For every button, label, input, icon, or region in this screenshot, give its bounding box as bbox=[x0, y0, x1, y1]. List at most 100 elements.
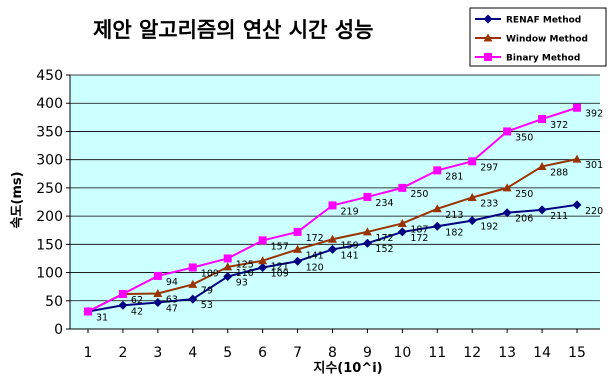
data-point bbox=[188, 279, 198, 288]
data-point bbox=[398, 183, 407, 192]
data-point bbox=[467, 216, 477, 226]
data-label: 79 bbox=[201, 285, 213, 296]
x-tick-label: 3 bbox=[153, 345, 162, 361]
data-point bbox=[502, 208, 512, 218]
x-tick-label: 11 bbox=[428, 345, 446, 361]
data-point bbox=[433, 166, 442, 175]
data-point bbox=[293, 244, 303, 253]
data-point bbox=[328, 234, 337, 243]
data-label: 213 bbox=[445, 210, 463, 221]
x-tick-label: 13 bbox=[498, 345, 516, 361]
data-label: 121 bbox=[271, 262, 289, 273]
data-point bbox=[432, 221, 442, 231]
data-label: 109 bbox=[271, 268, 289, 279]
data-label: 288 bbox=[550, 167, 568, 178]
data-point bbox=[537, 161, 547, 170]
data-point bbox=[573, 103, 581, 112]
y-tick-label: 300 bbox=[36, 153, 63, 169]
data-label: 42 bbox=[131, 306, 143, 317]
legend-label: Binary Method bbox=[506, 54, 580, 64]
legend-item: RENAF Method bbox=[475, 14, 581, 26]
x-tick-label: 6 bbox=[258, 345, 267, 361]
legend-item: Window Method bbox=[475, 33, 588, 45]
x-tick-label: 2 bbox=[118, 345, 127, 361]
data-label: 125 bbox=[236, 259, 254, 270]
y-tick-label: 200 bbox=[36, 209, 63, 225]
x-tick-label: 14 bbox=[533, 345, 551, 361]
x-axis-ticks: 1 2 3 4 5 6 7 8 9 10 11 12 13 14 15 bbox=[84, 329, 586, 361]
data-point bbox=[397, 218, 407, 227]
data-point bbox=[432, 204, 442, 213]
data-point bbox=[467, 192, 477, 201]
data-label: 281 bbox=[445, 171, 463, 182]
data-label: 93 bbox=[236, 278, 248, 289]
data-label: 47 bbox=[166, 303, 178, 314]
data-label: 350 bbox=[515, 132, 533, 143]
data-point bbox=[572, 154, 582, 163]
data-point bbox=[84, 307, 92, 316]
data-label: 220 bbox=[585, 206, 603, 217]
legend-label: Window Method bbox=[506, 35, 588, 45]
data-label: 250 bbox=[410, 189, 428, 200]
axes bbox=[69, 75, 600, 330]
x-tick-label: 4 bbox=[188, 345, 197, 361]
data-point bbox=[538, 115, 547, 124]
x-tick-label: 1 bbox=[84, 345, 93, 361]
y-tick-label: 450 bbox=[36, 68, 63, 84]
data-point bbox=[258, 262, 268, 272]
y-tick-label: 150 bbox=[36, 237, 63, 253]
data-point bbox=[223, 254, 232, 263]
y-tick-label: 350 bbox=[36, 124, 63, 140]
data-label: 152 bbox=[375, 244, 393, 255]
legend-item: Binary Method bbox=[475, 53, 580, 64]
data-point bbox=[362, 238, 372, 248]
data-label: 63 bbox=[166, 294, 178, 305]
y-axis-ticks: 0 50 100 150 200 250 300 350 400 450 bbox=[36, 68, 70, 338]
data-label: 211 bbox=[550, 211, 568, 222]
data-point bbox=[503, 127, 512, 136]
data-point bbox=[258, 236, 267, 245]
data-point bbox=[502, 183, 512, 192]
data-point bbox=[153, 297, 163, 307]
data-label: 172 bbox=[410, 233, 428, 244]
data-point bbox=[537, 205, 547, 215]
legend-label: RENAF Method bbox=[506, 16, 581, 26]
data-point bbox=[328, 201, 337, 210]
data-label: 120 bbox=[306, 262, 324, 273]
data-label: 234 bbox=[375, 198, 393, 209]
y-tick-label: 250 bbox=[36, 181, 63, 197]
data-label: 250 bbox=[515, 189, 533, 200]
data-point bbox=[362, 227, 372, 236]
data-point bbox=[328, 244, 337, 254]
data-label: 110 bbox=[236, 268, 254, 279]
series-binary-method bbox=[84, 103, 581, 316]
data-label: 187 bbox=[410, 224, 428, 235]
data-point bbox=[153, 288, 163, 297]
data-label: 301 bbox=[585, 160, 603, 171]
legend-marker bbox=[483, 14, 493, 24]
data-point bbox=[153, 271, 162, 280]
x-axis-label: 지수(10^i) bbox=[313, 361, 382, 376]
data-point bbox=[118, 300, 128, 310]
data-label: 233 bbox=[480, 198, 498, 209]
data-label: 53 bbox=[201, 300, 213, 311]
data-point bbox=[572, 200, 582, 210]
data-label: 182 bbox=[445, 227, 463, 238]
x-tick-label: 9 bbox=[363, 345, 372, 361]
data-label: 109 bbox=[201, 268, 219, 279]
legend: RENAF Method Window Method Binary Method bbox=[469, 7, 607, 67]
data-point bbox=[188, 263, 197, 272]
data-label: 157 bbox=[271, 241, 289, 252]
data-point bbox=[468, 157, 477, 166]
data-point bbox=[397, 227, 407, 237]
data-label: 141 bbox=[341, 250, 359, 261]
data-label: 206 bbox=[515, 214, 533, 225]
data-point bbox=[118, 290, 127, 299]
y-tick-label: 50 bbox=[45, 294, 63, 310]
data-label: 219 bbox=[341, 206, 359, 217]
data-label: 172 bbox=[375, 233, 393, 244]
data-label: 172 bbox=[306, 233, 324, 244]
series-group bbox=[83, 103, 582, 317]
